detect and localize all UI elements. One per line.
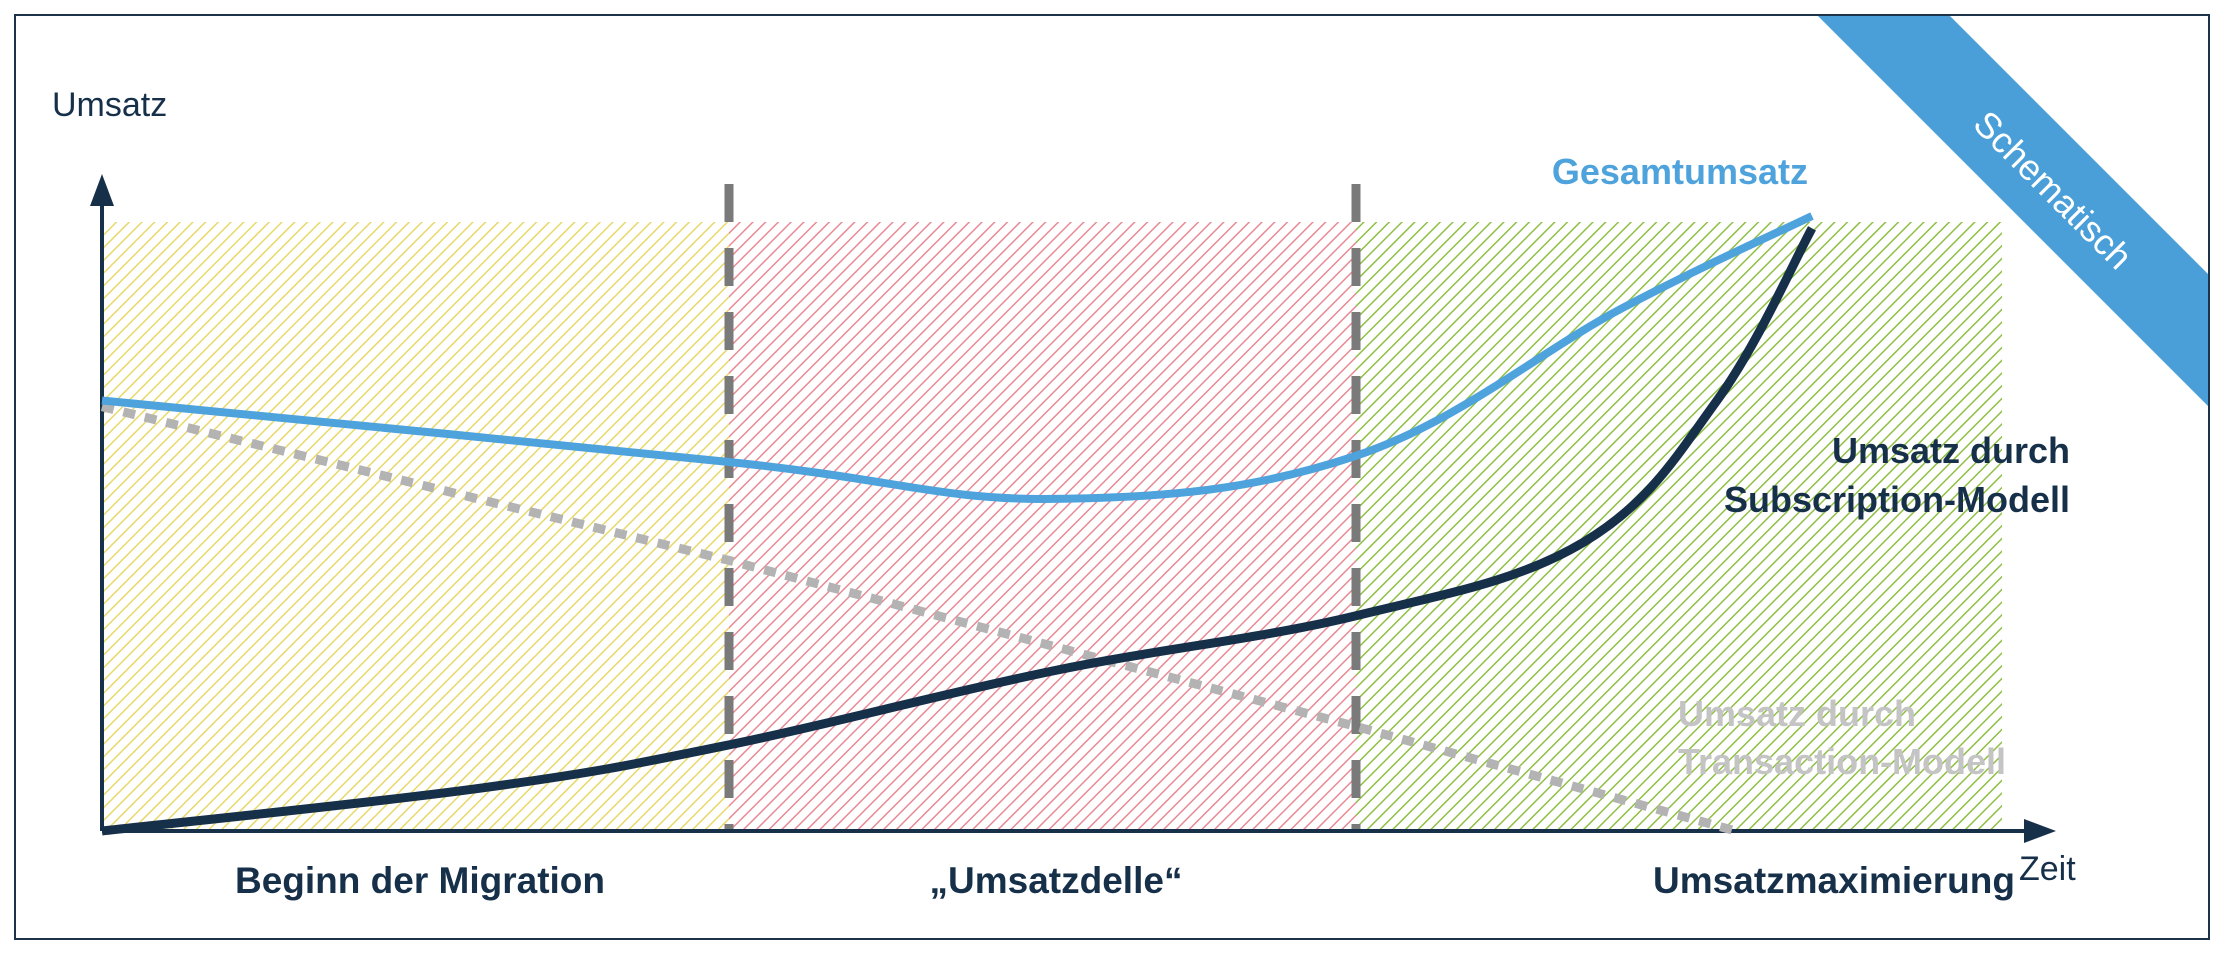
x-axis-label: Zeit [2019,850,2076,888]
series-line-3 [100,402,1738,836]
phase-band-2 [729,222,1356,831]
y-axis-arrow-icon [90,174,114,206]
series-label-subscription-line1: Umsatz durch [1832,430,2070,471]
chart-frame: Umsatz Zeit Beginn der Migration „Umsatz… [14,14,2210,940]
phase-label-beginn: Beginn der Migration [235,860,605,901]
phase-label-umsatzdelle: „Umsatzdelle“ [930,860,1183,901]
series-label-subscription-line2: Subscription-Modell [1724,479,2070,520]
phase-label-umsatzmaximierung: Umsatzmaximierung [1653,860,2015,901]
series-line-1 [101,212,1814,503]
series-label-transaction-line1: Umsatz durch [1678,693,1916,734]
series-line-2 [101,226,1816,836]
series-label-transaction-line2: Transaction-Modell [1678,741,2006,782]
series-label-gesamtumsatz: Gesamtumsatz [1552,151,1808,192]
phase-band-1 [102,222,729,831]
x-axis-arrow-icon [2024,819,2056,843]
y-axis-label: Umsatz [52,86,167,124]
migration-revenue-chart: Umsatz Zeit Beginn der Migration „Umsatz… [52,16,2208,901]
phase-band-3 [1356,222,2002,831]
